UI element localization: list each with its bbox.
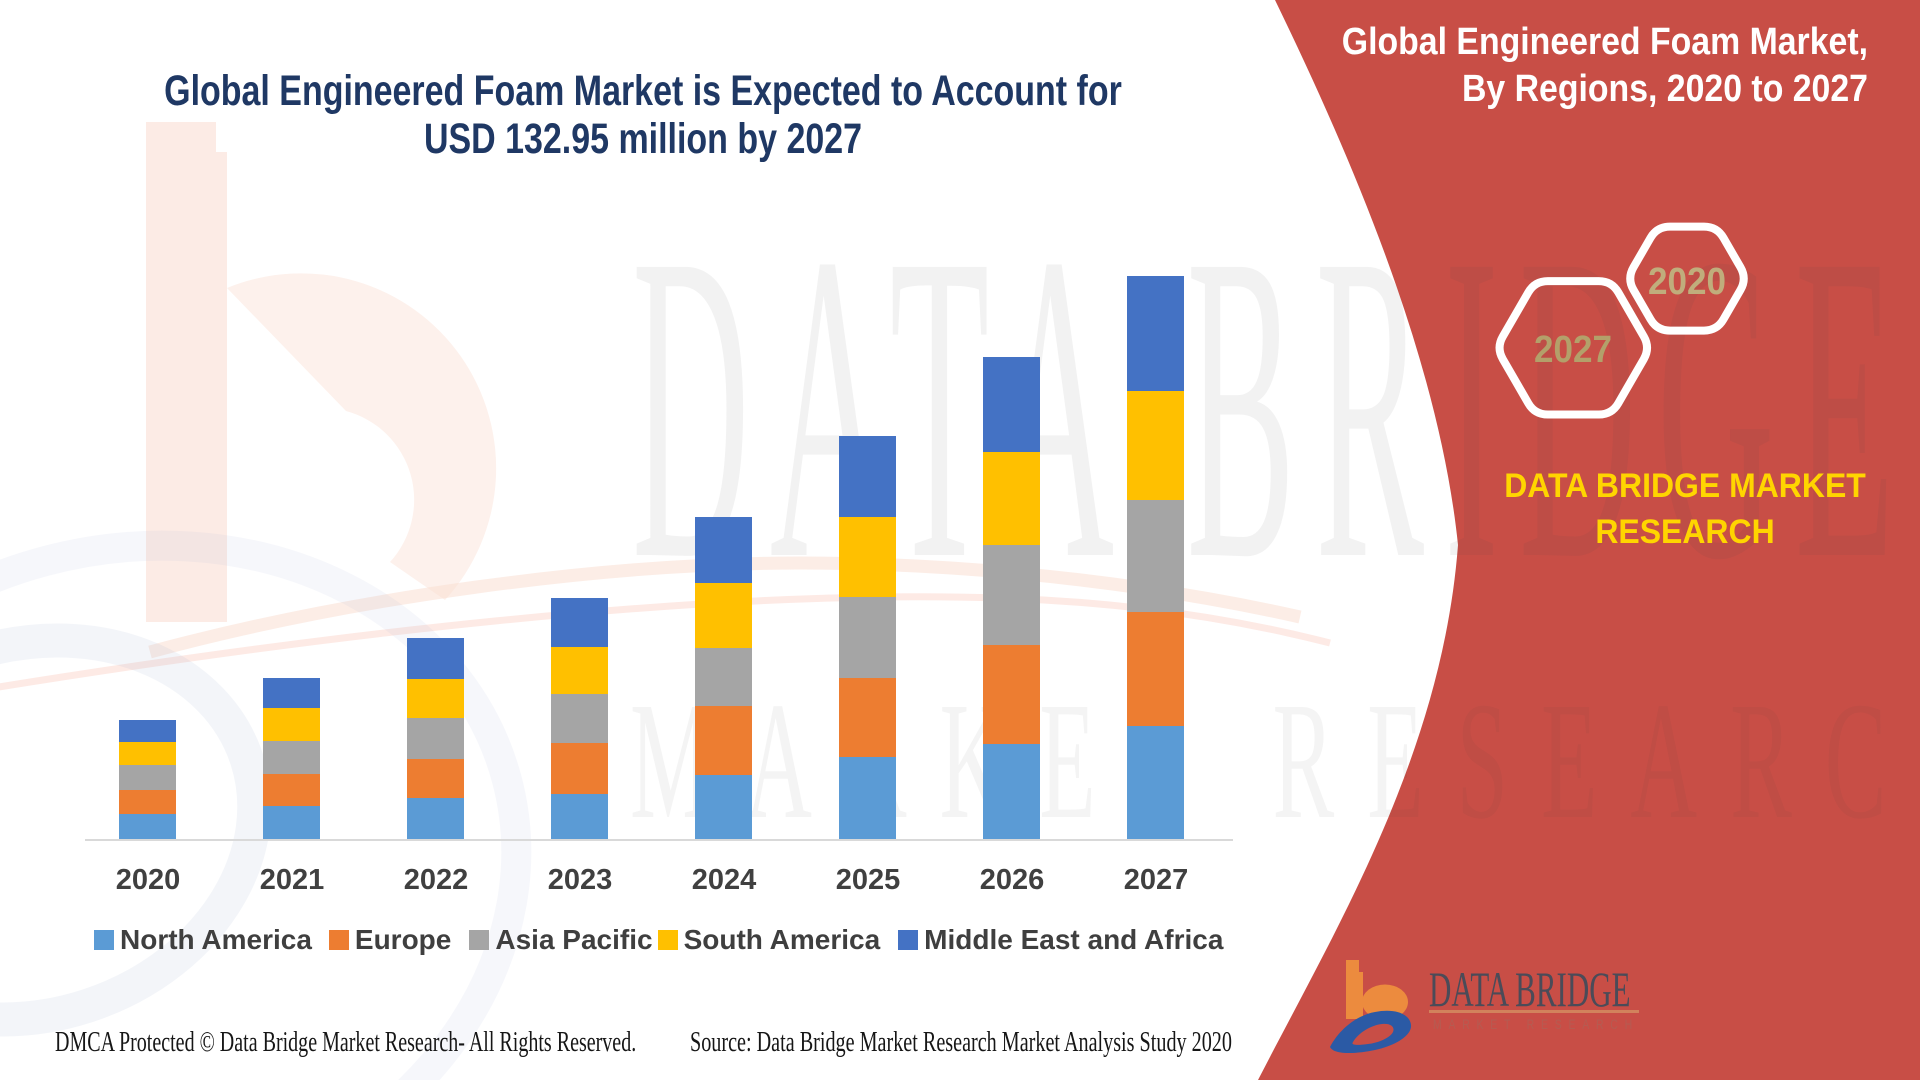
- svg-text:2020: 2020: [1648, 261, 1726, 303]
- svg-text:2027: 2027: [1534, 329, 1612, 371]
- svg-text:DATA BRIDGE: DATA BRIDGE: [1429, 962, 1631, 1017]
- svg-text:MARKET RESEARCH: MARKET RESEARCH: [1433, 1017, 1639, 1033]
